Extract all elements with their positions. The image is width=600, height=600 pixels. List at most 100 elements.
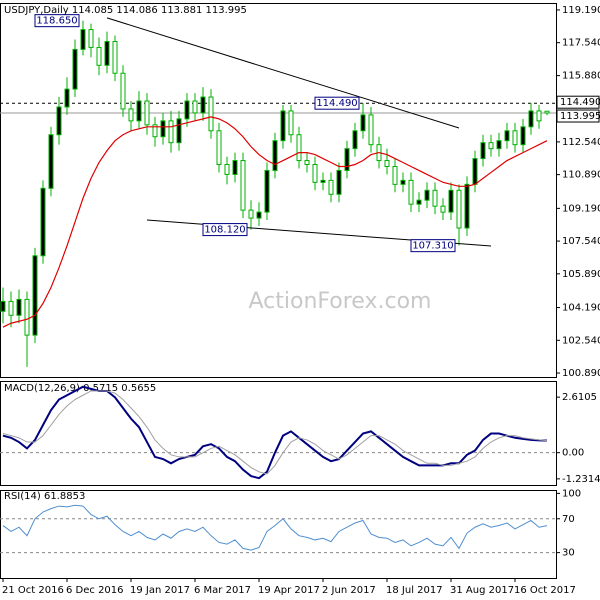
- annotation-label: 107.310: [412, 241, 453, 252]
- candle-body: [408, 179, 414, 205]
- annotation-label: 108.120: [204, 225, 245, 236]
- candle-body: [168, 120, 174, 144]
- moving-average: [2, 116, 548, 328]
- candle-body: [472, 158, 478, 185]
- annotation-box: [202, 223, 248, 237]
- y-tick-label: 0.00: [562, 448, 584, 459]
- indicator-line: [2, 390, 548, 475]
- indicator-line: [2, 385, 548, 480]
- candle-body: [512, 130, 518, 146]
- candle-body: [448, 189, 454, 213]
- candle-body: [72, 48, 78, 90]
- candle-body: [120, 72, 126, 110]
- candle-body: [360, 114, 366, 132]
- candle-body: [416, 199, 422, 205]
- candle-body: [88, 29, 94, 48]
- indicator-line: [2, 504, 548, 551]
- candle-body: [304, 160, 310, 166]
- y-tick-label: 2.6105: [562, 392, 597, 403]
- candle-body: [56, 106, 62, 136]
- candle-body: [240, 160, 246, 211]
- candle-body: [432, 189, 438, 207]
- annotation-box: [314, 96, 360, 110]
- x-tick-label: 31 Aug 2017: [450, 585, 514, 596]
- candle-body: [224, 164, 230, 175]
- candle-body: [232, 160, 238, 175]
- annotation-box: [34, 14, 80, 28]
- candle-body: [216, 130, 222, 166]
- candle-body: [128, 108, 134, 122]
- annotation-box: [410, 239, 456, 253]
- candle-body: [80, 29, 86, 50]
- candle-body: [144, 100, 150, 126]
- candle-body: [440, 205, 446, 213]
- candle-body: [528, 110, 534, 128]
- watermark: ActionForex.com: [249, 289, 432, 314]
- candle-body: [160, 120, 166, 138]
- x-tick-label: 16 Oct 2017: [514, 585, 576, 596]
- candle-body: [64, 88, 70, 108]
- candle-body: [328, 179, 334, 195]
- candle-body: [368, 114, 374, 146]
- x-tick-label: 2 Jun 2017: [322, 585, 376, 596]
- x-tick-label: 21 Oct 2016: [2, 585, 64, 596]
- candle-body: [192, 100, 198, 114]
- candle-body: [496, 140, 502, 150]
- candle-body: [504, 130, 510, 142]
- y-tick-label: 109.190: [562, 203, 600, 214]
- panel-frame: [0, 3, 557, 378]
- candle-body: [424, 189, 430, 201]
- y-tick-label: 100: [562, 488, 581, 499]
- x-tick-label: 6 Dec 2016: [66, 585, 124, 596]
- trendline: [106, 17, 460, 129]
- candle-body: [96, 46, 102, 66]
- x-tick-label: 19 Apr 2017: [258, 585, 320, 596]
- candle-body: [312, 164, 318, 183]
- candle-body: [392, 165, 398, 185]
- candle-body: [352, 130, 358, 150]
- candle-body: [544, 110, 550, 114]
- x-tick-label: 19 Jan 2017: [130, 585, 190, 596]
- candle-body: [104, 40, 110, 66]
- y-tick-label: 102.540: [562, 335, 600, 346]
- candle-body: [152, 124, 158, 138]
- chart-title: USDJPY,Daily 114.085 114.086 113.881 113…: [4, 5, 247, 16]
- x-tick-label: 6 Mar 2017: [194, 585, 251, 596]
- panel-frame: [0, 381, 557, 486]
- y-tick-label: 112.540: [562, 137, 600, 148]
- y-tick-label: 100.890: [562, 368, 600, 379]
- candle-body: [32, 255, 38, 336]
- candle-body: [464, 183, 470, 229]
- candle-body: [296, 134, 302, 162]
- candle-body: [488, 142, 494, 150]
- y-tick-label: 70: [562, 514, 575, 525]
- candle-body: [400, 179, 406, 185]
- rsi-title: RSI(14) 61.8853: [4, 491, 85, 502]
- candle-body: [272, 140, 278, 171]
- candle-body: [288, 110, 294, 136]
- y-tick-label: 115.880: [562, 71, 600, 82]
- candle-body: [112, 40, 118, 74]
- candle-body: [176, 118, 182, 144]
- candle-body: [200, 96, 206, 114]
- candle-body: [384, 160, 390, 167]
- candle-body: [336, 169, 342, 195]
- candle-body: [320, 179, 326, 183]
- y-tick-label: 105.890: [562, 269, 600, 280]
- candle-body: [24, 298, 30, 336]
- level-label-box: [556, 109, 600, 123]
- y-tick-label: 117.540: [562, 38, 600, 49]
- candle-body: [16, 298, 22, 316]
- candle-body: [48, 134, 54, 189]
- candle-body: [480, 142, 486, 160]
- candle-body: [264, 169, 270, 213]
- level-label: 113.995: [560, 111, 600, 122]
- panel-frame: [0, 490, 557, 579]
- annotation-label: 114.490: [316, 98, 357, 109]
- annotation-label: 118.650: [36, 16, 77, 27]
- candle-body: [280, 110, 286, 142]
- x-tick-label: 18 Jul 2017: [386, 585, 443, 596]
- candle-body: [536, 110, 542, 122]
